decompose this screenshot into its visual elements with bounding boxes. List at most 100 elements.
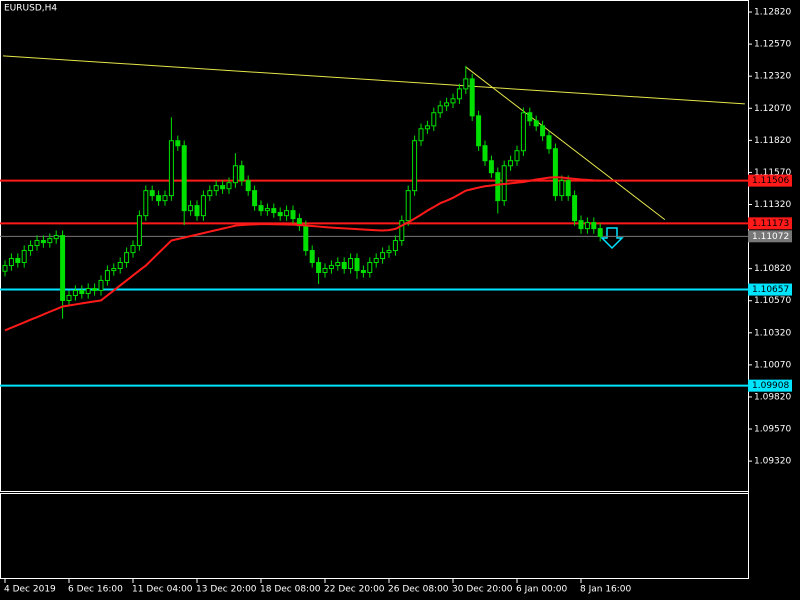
x-tick-label: 8 Jan 16:00 xyxy=(580,585,632,595)
trendline xyxy=(465,66,666,221)
candle-body xyxy=(47,238,53,244)
candle-body xyxy=(136,215,142,247)
candle-body xyxy=(482,145,488,162)
candle-body xyxy=(552,148,558,197)
candle-body xyxy=(194,205,200,217)
candle-body xyxy=(360,270,366,273)
candle-body xyxy=(168,140,174,197)
candle-body xyxy=(392,240,398,252)
y-tick-label: 1.11570 xyxy=(754,168,791,178)
candle-body xyxy=(309,250,315,263)
candle-body xyxy=(341,261,347,270)
candle-body xyxy=(2,265,8,272)
candle-body xyxy=(476,115,482,147)
candle-body xyxy=(226,182,232,190)
candle-body xyxy=(373,258,379,263)
candle-body xyxy=(207,190,213,197)
candle-body xyxy=(508,160,514,167)
candle-body xyxy=(284,210,290,217)
candle-body xyxy=(245,180,251,192)
candle-body xyxy=(348,258,354,270)
trendline xyxy=(3,55,745,105)
y-tick-label: 1.12820 xyxy=(754,8,791,18)
candle-body xyxy=(412,140,418,192)
candle-body xyxy=(354,258,360,272)
candle-body xyxy=(450,98,456,104)
y-tick-label: 1.12070 xyxy=(754,104,791,114)
candle-body xyxy=(495,172,501,202)
candle-body xyxy=(200,195,206,217)
level-label: 1.09908 xyxy=(752,381,789,391)
candle-body xyxy=(399,220,405,242)
level-tag xyxy=(748,283,792,296)
candle-body xyxy=(28,245,34,252)
candle-body xyxy=(111,268,117,272)
candle-body xyxy=(424,125,430,130)
candle-body xyxy=(328,265,334,270)
y-tick-label: 1.09320 xyxy=(754,457,791,467)
candle-body xyxy=(527,112,533,122)
candle-body xyxy=(156,195,162,202)
x-tick-label: 18 Dec 08:00 xyxy=(260,585,321,595)
candle-body xyxy=(117,261,123,270)
x-tick-label: 6 Jan 00:00 xyxy=(516,585,568,595)
last-price-label: 1.11072 xyxy=(752,232,789,242)
level-tag xyxy=(748,217,792,230)
y-tick-label: 1.12570 xyxy=(754,40,791,50)
candle-body xyxy=(188,205,194,212)
y-tick-label: 1.10570 xyxy=(754,296,791,306)
candle-body xyxy=(66,294,72,301)
candle-body xyxy=(72,289,78,296)
candle-body xyxy=(316,261,322,273)
chart-title: EURUSD,H4 xyxy=(4,4,57,14)
y-tick-label: 1.11820 xyxy=(754,136,791,146)
x-tick-label: 13 Dec 20:00 xyxy=(196,585,257,595)
candle-body xyxy=(303,225,309,252)
candle-body xyxy=(456,88,462,100)
candle-body xyxy=(149,190,155,197)
y-tick-label: 1.09570 xyxy=(754,425,791,435)
candle-body xyxy=(520,112,526,152)
candle-body xyxy=(559,180,565,197)
y-tick-label: 1.12320 xyxy=(754,72,791,82)
candle-body xyxy=(380,252,386,260)
candle-body xyxy=(162,195,168,202)
candle-body xyxy=(584,222,590,230)
candle-body xyxy=(271,208,277,214)
candle-body xyxy=(591,222,597,230)
candle-body xyxy=(220,185,226,190)
candle-body xyxy=(488,160,494,174)
candle-body xyxy=(597,228,603,237)
candle-body xyxy=(405,190,411,222)
candle-body xyxy=(335,261,341,267)
x-tick-label: 26 Dec 08:00 xyxy=(388,585,449,595)
candle-body xyxy=(533,120,539,127)
candle-body xyxy=(175,140,181,147)
candle-body xyxy=(514,150,520,162)
candle-body xyxy=(264,208,270,212)
candle-body xyxy=(143,190,149,217)
candle-body xyxy=(79,289,85,295)
candle-body xyxy=(85,288,91,295)
y-tick-label: 1.09820 xyxy=(754,392,791,402)
x-tick-label: 6 Dec 16:00 xyxy=(68,585,123,595)
candle-body xyxy=(367,261,373,273)
candle-body xyxy=(181,145,187,212)
candle-body xyxy=(60,235,66,301)
candle-body xyxy=(431,112,437,127)
y-tick-label: 1.10070 xyxy=(754,360,791,370)
level-tag xyxy=(748,379,792,392)
y-tick-label: 1.11320 xyxy=(754,200,791,210)
candle-body xyxy=(572,195,578,222)
x-tick-label: 22 Dec 20:00 xyxy=(324,585,385,595)
moving-average xyxy=(4,176,601,332)
candle-body xyxy=(124,252,130,263)
candle-body xyxy=(565,180,571,197)
x-tick-label: 4 Dec 2019 xyxy=(4,585,56,595)
candle-body xyxy=(130,245,136,254)
candle-body xyxy=(418,128,424,142)
level-tag xyxy=(748,174,792,187)
candle-body xyxy=(40,240,46,244)
candle-body xyxy=(469,78,475,117)
